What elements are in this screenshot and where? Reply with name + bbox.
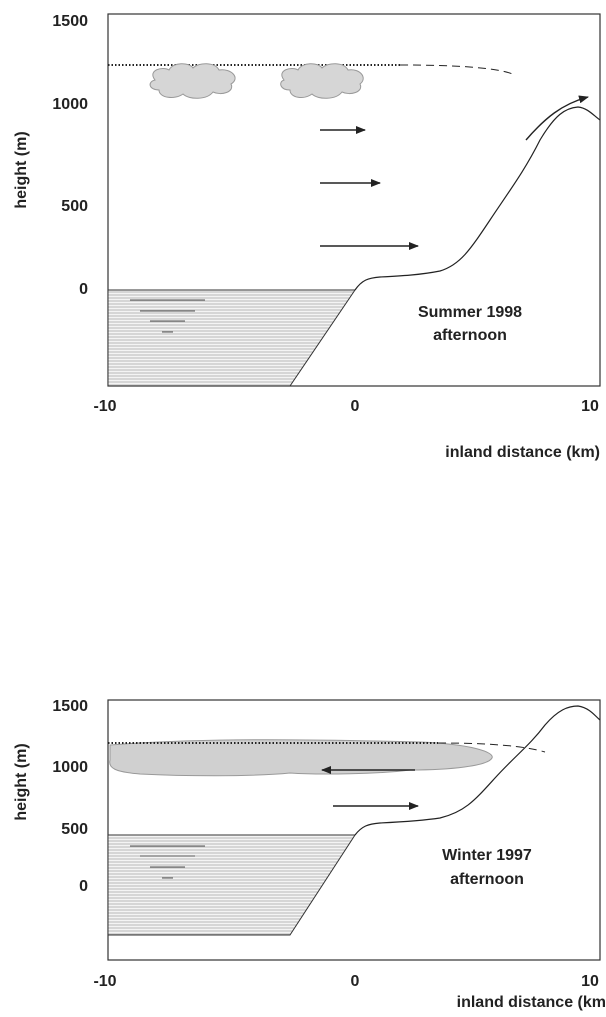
x-tick-label: -10 [93,973,116,990]
upslope-arrow [525,95,589,141]
y-tick-label: 1500 [52,13,88,30]
panel-bottom [107,699,601,961]
time-label: afternoon [450,871,524,888]
sea-waves [130,845,205,879]
inversion-dashed [437,742,546,753]
x-tick-label: 0 [351,973,360,990]
terrain [354,705,601,836]
sea [107,289,356,387]
y-axis-label: height (m) [13,743,30,820]
y-axis-label: height (m) [13,131,30,208]
season-label: Winter 1997 [442,847,532,864]
season-label: Summer 1998 [418,304,522,321]
y-tick-label: 0 [79,281,88,298]
x-tick-label: -10 [93,398,116,415]
terrain [354,106,601,291]
panel-top [107,13,601,387]
y-tick-label: 1000 [52,759,88,776]
y-tick-label: 0 [79,878,88,895]
time-label: afternoon [433,327,507,344]
panel-frame [107,13,601,387]
x-tick-label: 10 [581,398,599,415]
y-tick-label: 1500 [52,698,88,715]
cloud-layer [109,739,493,777]
x-tick-label: 0 [351,398,360,415]
x-tick-label: 10 [581,973,599,990]
sea-waves [130,299,205,333]
inversion-dashed [399,64,516,76]
sea [107,834,356,936]
y-tick-label: 500 [61,821,88,838]
x-axis-label: inland distance (km) [445,444,600,461]
panel-frame [107,699,601,961]
x-axis-label: inland distance (km [457,994,606,1011]
clouds [149,63,364,99]
y-tick-label: 500 [61,198,88,215]
y-tick-label: 1000 [52,96,88,113]
